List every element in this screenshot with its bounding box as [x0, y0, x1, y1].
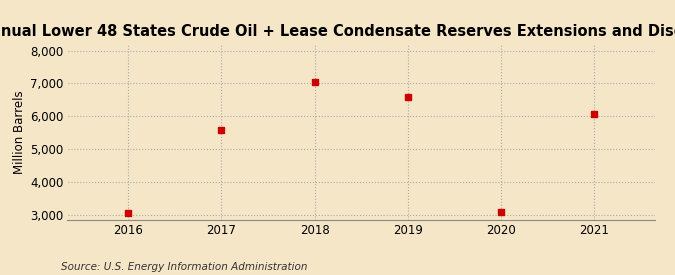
Text: Source: U.S. Energy Information Administration: Source: U.S. Energy Information Administ…: [61, 262, 307, 272]
Title: Annual Lower 48 States Crude Oil + Lease Condensate Reserves Extensions and Disc: Annual Lower 48 States Crude Oil + Lease…: [0, 24, 675, 39]
Y-axis label: Million Barrels: Million Barrels: [13, 90, 26, 174]
